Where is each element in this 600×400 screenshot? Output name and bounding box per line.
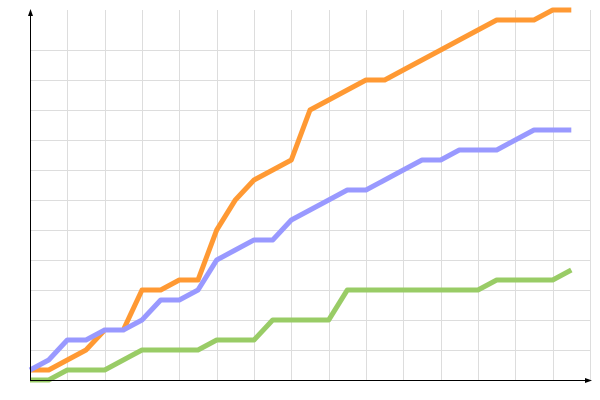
axes [28, 9, 592, 383]
series-line-3 [30, 267, 573, 383]
series-line-1 [30, 7, 572, 373]
y-axis-arrow-icon [28, 9, 33, 16]
grid [30, 10, 591, 380]
x-axis-arrow-icon [585, 378, 592, 383]
series-lines [28, 7, 573, 383]
series-line-2 [28, 127, 572, 373]
